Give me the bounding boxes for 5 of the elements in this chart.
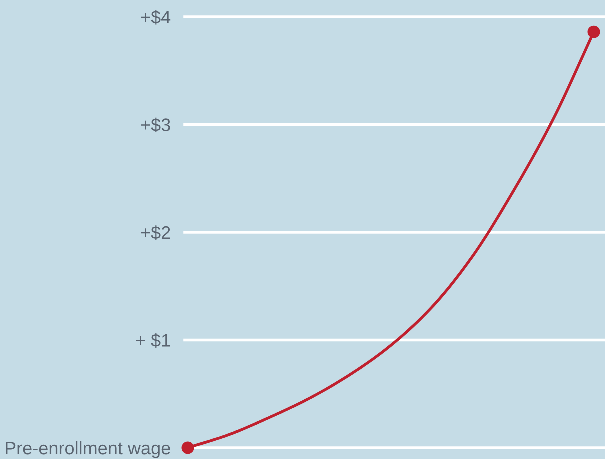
y-tick-label: +$4 <box>141 10 171 25</box>
y-tick-label: +$3 <box>141 118 170 133</box>
y-tick-label: +$2 <box>141 226 170 240</box>
y-tick-label: + $1 <box>136 333 170 348</box>
y-tick-label: Pre-enrollment wage <box>6 441 170 458</box>
